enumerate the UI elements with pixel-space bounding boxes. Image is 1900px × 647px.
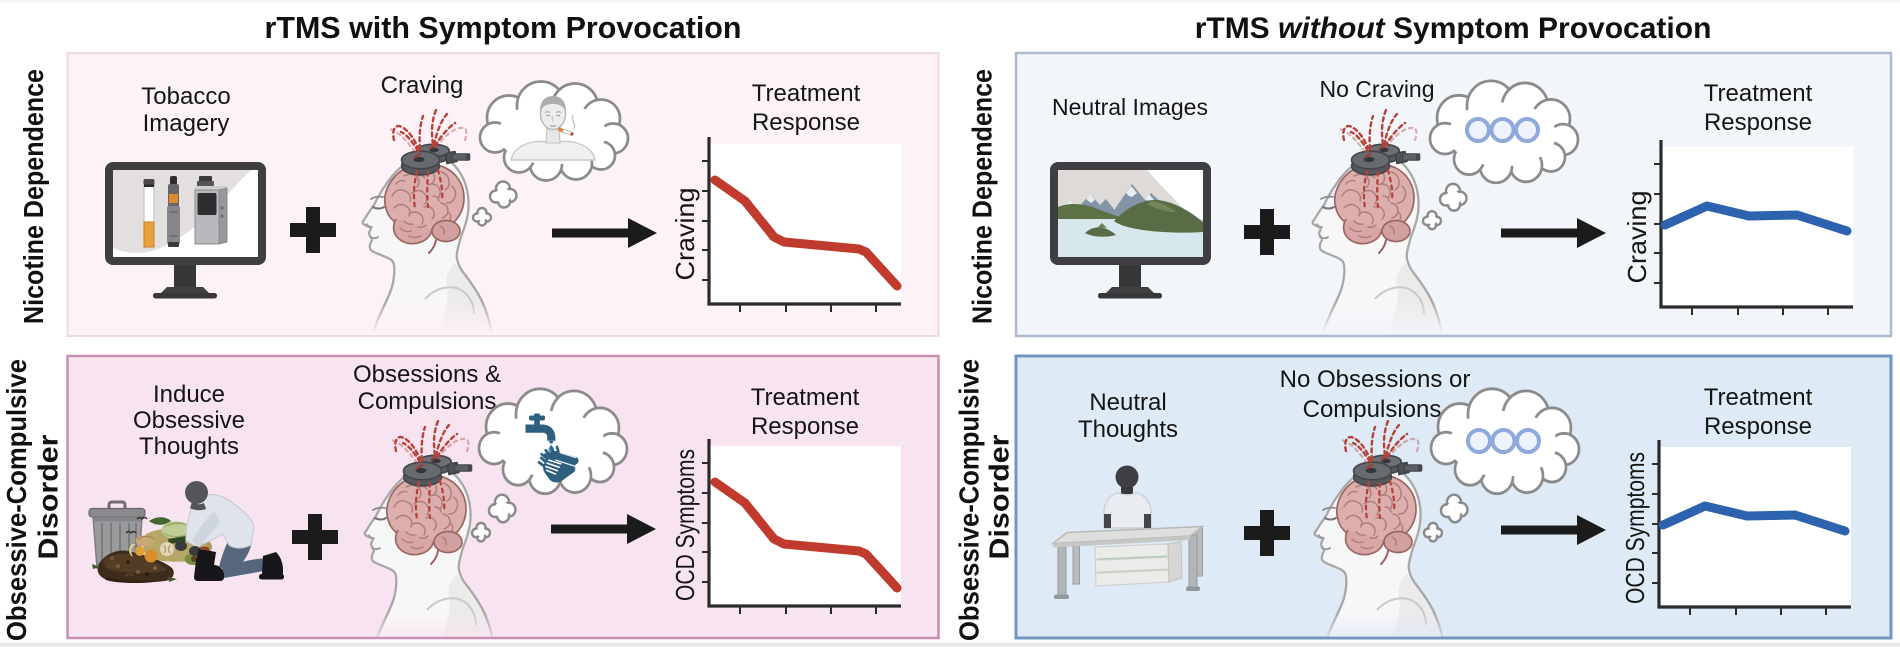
svg-text:Treatment: Treatment bbox=[751, 384, 860, 411]
svg-text:Tobacco: Tobacco bbox=[141, 83, 230, 110]
svg-text:Response: Response bbox=[1704, 413, 1812, 440]
svg-text:rTMS with Symptom Provocation: rTMS with Symptom Provocation bbox=[265, 11, 742, 45]
svg-text:Craving: Craving bbox=[381, 72, 464, 99]
svg-text:Treatment: Treatment bbox=[1704, 384, 1813, 411]
svg-text:Thoughts: Thoughts bbox=[1078, 416, 1178, 443]
svg-text:Compulsions: Compulsions bbox=[358, 388, 497, 415]
svg-text:rTMS without Symptom Provocati: rTMS without Symptom Provocation bbox=[1195, 12, 1712, 45]
svg-text:Response: Response bbox=[752, 109, 860, 136]
svg-text:Disorder: Disorder bbox=[984, 434, 1015, 559]
svg-text:Neutral: Neutral bbox=[1089, 389, 1166, 416]
svg-text:Treatment: Treatment bbox=[1704, 80, 1813, 107]
svg-text:No Obsessions or: No Obsessions or bbox=[1280, 366, 1471, 393]
svg-text:Compulsions: Compulsions bbox=[1303, 396, 1442, 423]
svg-text:Response: Response bbox=[1704, 109, 1812, 136]
svg-text:OCD Symptoms: OCD Symptoms bbox=[1620, 452, 1650, 604]
svg-text:Disorder: Disorder bbox=[33, 434, 64, 559]
svg-text:Obsessive: Obsessive bbox=[133, 407, 245, 434]
svg-text:Neutral Images: Neutral Images bbox=[1052, 94, 1208, 120]
svg-text:Nicotine Dependence: Nicotine Dependence bbox=[967, 69, 998, 324]
svg-text:Obsessions &: Obsessions & bbox=[353, 361, 501, 388]
svg-text:Response: Response bbox=[751, 413, 859, 440]
svg-text:Obsessive-Compulsive: Obsessive-Compulsive bbox=[1, 359, 32, 641]
svg-text:Craving: Craving bbox=[670, 188, 700, 281]
svg-text:Craving: Craving bbox=[1622, 191, 1652, 284]
svg-text:OCD Symptoms: OCD Symptoms bbox=[670, 449, 700, 601]
svg-text:Treatment: Treatment bbox=[752, 80, 861, 107]
svg-text:Imagery: Imagery bbox=[143, 110, 230, 137]
svg-text:No Craving: No Craving bbox=[1319, 76, 1434, 102]
svg-text:Induce: Induce bbox=[153, 381, 225, 408]
svg-text:Nicotine Dependence: Nicotine Dependence bbox=[18, 69, 49, 324]
svg-text:Thoughts: Thoughts bbox=[139, 433, 239, 460]
svg-text:Obsessive-Compulsive: Obsessive-Compulsive bbox=[954, 359, 985, 641]
